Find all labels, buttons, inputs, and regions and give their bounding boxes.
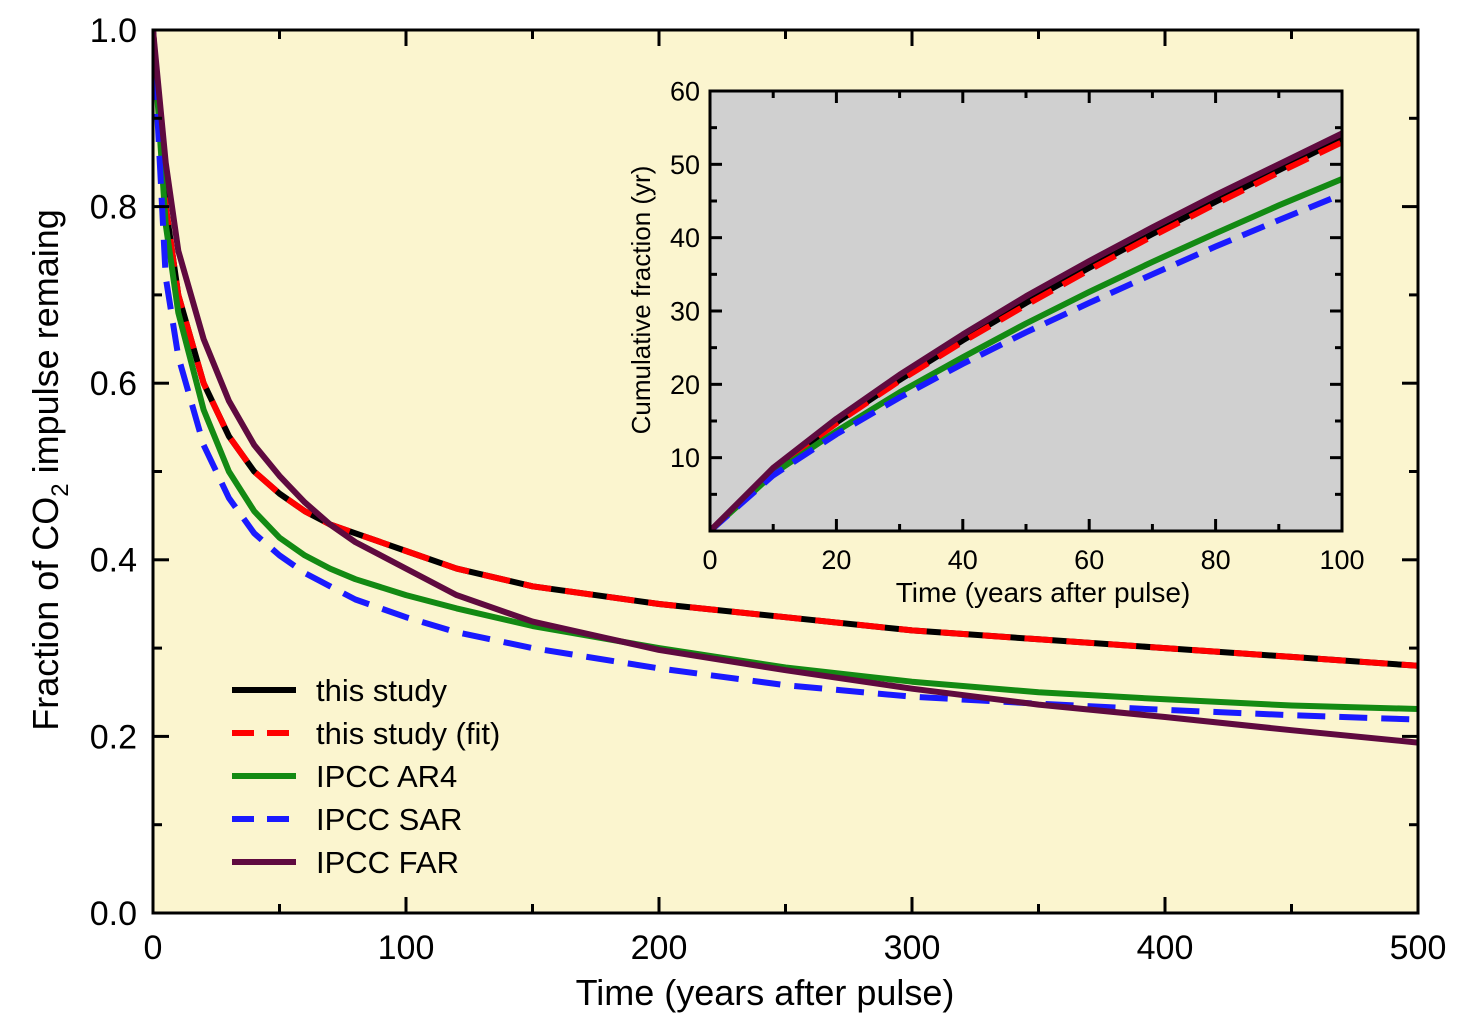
legend: this study this study (fit) IPCC AR4 IPCC S… bbox=[232, 673, 500, 880]
legend-label-ipcc-sar: IPCC SAR bbox=[316, 802, 462, 837]
inset-series-this-study-fit bbox=[710, 139, 1342, 531]
inset-x-tick-label: 100 bbox=[1319, 545, 1364, 575]
main-x-tick-label: 200 bbox=[631, 929, 688, 967]
inset-y-tick-label: 40 bbox=[670, 223, 700, 253]
inset-tick-labels: 0 20 40 60 80 100 10 20 30 40 50 60 bbox=[670, 76, 1365, 575]
main-series-ipcc-ar4 bbox=[153, 30, 1418, 712]
legend-label-ipcc-ar4: IPCC AR4 bbox=[316, 759, 457, 794]
inset-plot-background bbox=[710, 91, 1342, 531]
main-y-tick-label: 0.6 bbox=[90, 365, 137, 403]
main-y-axis-title-prefix: Fraction of CO bbox=[25, 497, 66, 731]
main-x-axis-title: Time (years after pulse) bbox=[576, 972, 955, 1013]
main-plot-frame bbox=[151, 28, 1420, 915]
inset-y-tick-label: 10 bbox=[670, 443, 700, 473]
main-y-tick-label: 1.0 bbox=[90, 12, 137, 50]
main-series-ipcc-far bbox=[153, 30, 1418, 746]
inset-y-tick-label: 60 bbox=[670, 76, 700, 106]
legend-label-this-study-fit: this study (fit) bbox=[316, 716, 500, 751]
inset-x-tick-label: 20 bbox=[821, 545, 851, 575]
inset-y-tick-label: 30 bbox=[670, 296, 700, 326]
main-x-tick-label: 300 bbox=[884, 929, 941, 967]
main-y-axis-title-suffix: impulse remaing bbox=[25, 209, 66, 483]
inset-y-tick-label: 20 bbox=[670, 370, 700, 400]
inset-x-tick-label: 60 bbox=[1074, 545, 1104, 575]
inset-plot-frame bbox=[708, 89, 1344, 533]
main-y-axis-title: Fraction of CO2 impulse remaing bbox=[25, 209, 74, 731]
main-series-this-study-fit bbox=[153, 30, 1418, 669]
inset-series-ipcc-sar bbox=[710, 191, 1342, 531]
main-y-tick-label: 0.4 bbox=[90, 542, 137, 580]
main-y-tick-label: 0.2 bbox=[90, 718, 137, 756]
inset-series-ipcc-ar4 bbox=[710, 176, 1342, 531]
main-series-group bbox=[153, 30, 1418, 746]
inset-series-ipcc-far bbox=[710, 130, 1342, 531]
main-y-axis-title-subscript: 2 bbox=[47, 483, 74, 496]
main-x-tick-label: 400 bbox=[1137, 929, 1194, 967]
main-y-tick-label: 0.8 bbox=[90, 189, 137, 227]
inset-x-tick-label: 80 bbox=[1201, 545, 1231, 575]
main-x-tick-label: 100 bbox=[378, 929, 435, 967]
inset-series-group bbox=[710, 130, 1342, 531]
inset-y-tick-label: 50 bbox=[670, 150, 700, 180]
main-x-tick-label: 0 bbox=[144, 929, 163, 967]
main-x-tick-label: 500 bbox=[1390, 929, 1447, 967]
inset-plot: 0 20 40 60 80 100 10 20 30 40 50 60 Time (years aft… bbox=[626, 76, 1365, 608]
main-y-tick-label: 0.0 bbox=[90, 895, 137, 933]
inset-x-tick-label: 40 bbox=[948, 545, 978, 575]
inset-y-axis-title: Cumulative fraction (yr) bbox=[626, 166, 656, 435]
inset-x-axis-title: Time (years after pulse) bbox=[896, 577, 1191, 608]
inset-x-tick-label: 0 bbox=[702, 545, 717, 575]
legend-label-ipcc-far: IPCC FAR bbox=[316, 845, 459, 880]
legend-label-this-study: this study bbox=[316, 673, 447, 708]
